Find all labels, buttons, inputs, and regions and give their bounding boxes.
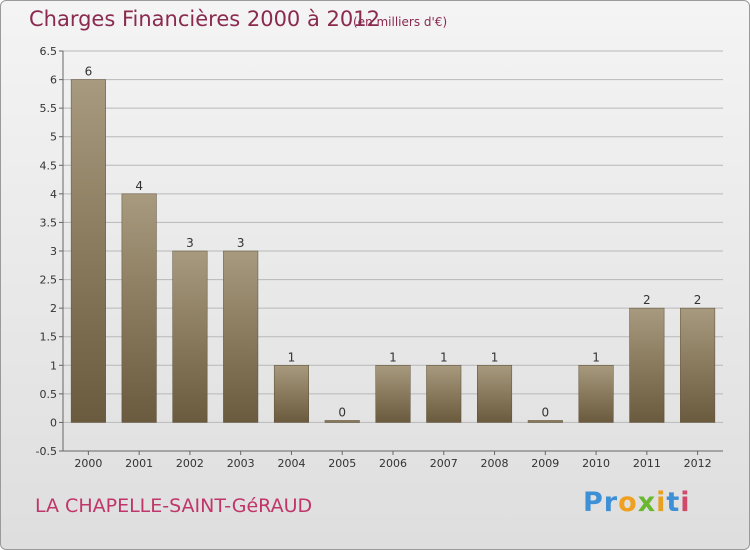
data-label-2005: 0: [338, 405, 346, 419]
y-tick-label: 5.5: [40, 102, 58, 115]
y-tick-label: 1: [50, 359, 57, 372]
y-tick-label: 5: [50, 131, 57, 144]
x-tick-label-2011: 2011: [633, 457, 661, 470]
y-tick-label: 2.5: [40, 274, 58, 287]
bar-2006: [375, 365, 411, 423]
y-tick-label: 6.5: [40, 45, 58, 58]
logo-letter: r: [603, 487, 619, 518]
bar-2011: [629, 307, 665, 423]
x-tick-label-2010: 2010: [582, 457, 610, 470]
logo-letter: i: [656, 487, 667, 518]
bar-2010: [578, 365, 614, 423]
axes: [59, 50, 723, 455]
bars: [70, 79, 716, 423]
logo-letter: x: [637, 487, 657, 518]
bar-2002: [172, 250, 208, 423]
y-tick-label: 3: [50, 245, 57, 258]
bar-2000: [70, 79, 106, 423]
chart-title: Charges Financières 2000 à 2012: [29, 7, 380, 31]
y-tick-label: 3.5: [40, 216, 58, 229]
bar-2005: [324, 420, 360, 423]
x-tick-label-2012: 2012: [684, 457, 712, 470]
data-label-2011: 2: [643, 293, 651, 307]
x-tick-label-2001: 2001: [125, 457, 153, 470]
x-tick-label-2004: 2004: [277, 457, 305, 470]
y-tick-label: -0.5: [36, 445, 57, 458]
y-tick-label: 4: [50, 188, 57, 201]
x-tick-label-2002: 2002: [176, 457, 204, 470]
data-label-2007: 1: [440, 350, 448, 364]
proxiti-logo[interactable]: Proxiti: [583, 487, 691, 518]
bar-2001: [121, 193, 157, 423]
logo-letter: o: [618, 487, 638, 518]
y-tick-label: 0: [50, 416, 57, 429]
bar-2004: [273, 365, 309, 423]
data-label-2009: 0: [541, 405, 549, 419]
logo-letter: i: [680, 487, 691, 518]
data-label-2003: 3: [237, 236, 245, 250]
data-label-2000: 6: [85, 65, 93, 79]
data-label-2002: 3: [186, 236, 194, 250]
x-tick-label-2006: 2006: [379, 457, 407, 470]
data-label-2010: 1: [592, 350, 600, 364]
data-label-2001: 4: [135, 179, 143, 193]
bar-2008: [477, 365, 513, 423]
data-label-2004: 1: [288, 350, 296, 364]
bar-2009: [527, 420, 563, 423]
chart-subtitle: (en milliers d'€): [353, 15, 448, 29]
y-tick-label: 6: [50, 74, 57, 87]
bar-2007: [426, 365, 462, 423]
x-tick-label-2005: 2005: [328, 457, 356, 470]
x-tick-label-2007: 2007: [430, 457, 458, 470]
y-tick-label: 4.5: [40, 159, 58, 172]
data-label-2008: 1: [491, 350, 499, 364]
x-tick-label-2008: 2008: [481, 457, 509, 470]
y-tick-label: 1.5: [40, 331, 58, 344]
commune-name: LA CHAPELLE-SAINT-GéRAUD: [35, 495, 313, 517]
bar-2003: [223, 250, 259, 423]
logo-letter: P: [583, 487, 604, 518]
y-tick-label: 2: [50, 302, 57, 315]
bar-2012: [680, 307, 716, 423]
labels: -0.500.511.522.533.544.555.566.562000420…: [36, 45, 712, 470]
logo-letter: t: [666, 487, 681, 518]
y-tick-label: 0.5: [40, 388, 58, 401]
x-tick-label-2000: 2000: [74, 457, 102, 470]
x-tick-label-2003: 2003: [227, 457, 255, 470]
data-label-2012: 2: [694, 293, 702, 307]
data-label-2006: 1: [389, 350, 397, 364]
x-tick-label-2009: 2009: [531, 457, 559, 470]
